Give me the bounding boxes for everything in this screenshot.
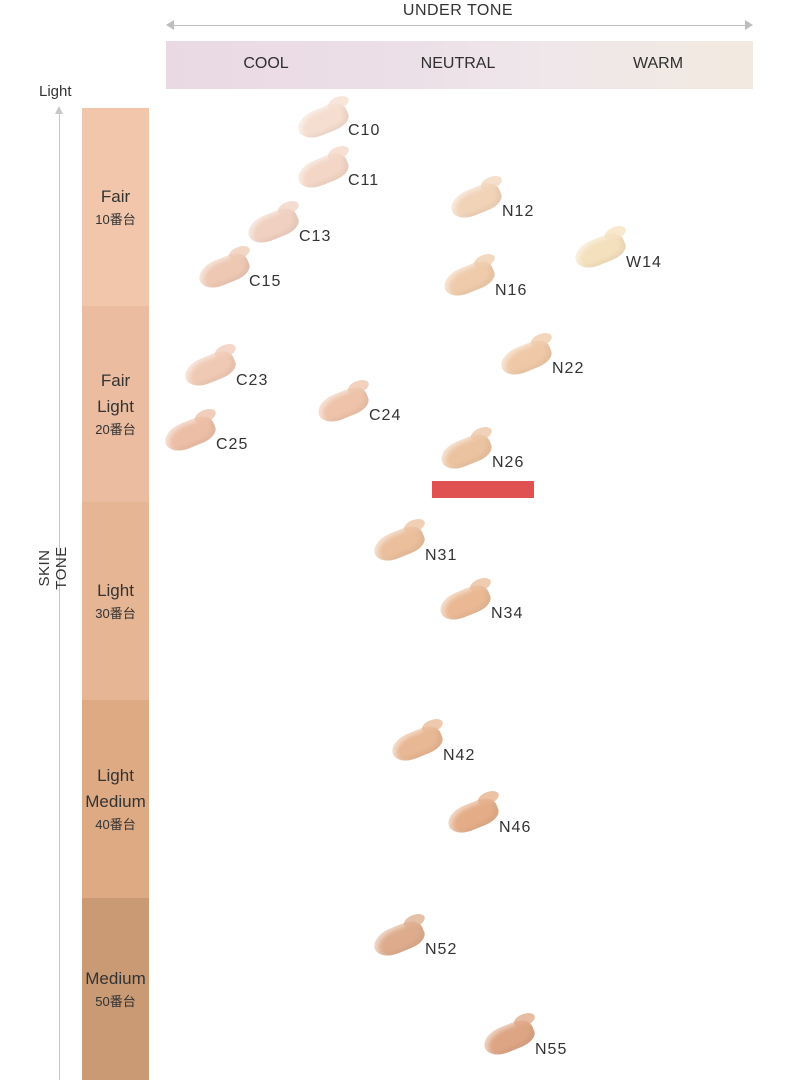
shade-swatch-n31[interactable] [370,522,429,566]
tone-level-fair-light: Fair Light 20番台 [82,306,149,502]
shade-smear [181,347,239,391]
band-label-cool: COOL [243,55,289,72]
shade-swatch-c15[interactable] [195,249,254,293]
tone-level-series: 40番台 [95,817,136,832]
tone-level-light: Light 30番台 [82,502,149,700]
highlight-marker [432,481,534,498]
tone-level-name: Fair [100,371,131,390]
shade-swatch-n34[interactable] [436,581,495,625]
tone-level-series: 10番台 [95,212,136,227]
shade-swatch-n55[interactable] [480,1016,539,1060]
shade-code: C11 [348,172,380,189]
shade-smear [480,1016,538,1060]
shade-code: C10 [348,122,381,139]
band-label-neutral: NEUTRAL [420,55,496,72]
left-arrow-icon [166,20,174,30]
shade-code: N34 [491,605,524,622]
shade-smear [447,179,505,223]
skin-tone-axis-line [59,112,60,1080]
tone-level-name: Light [97,581,134,600]
under-tone-band [166,41,753,89]
shade-swatch-c24[interactable] [314,383,373,427]
tone-level-name: Fair [100,187,131,206]
shade-swatch-c23[interactable] [181,347,240,391]
shade-code: N22 [552,360,585,377]
shade-code: C23 [236,372,269,389]
shade-code: C24 [369,407,402,424]
shade-smear [388,722,446,766]
tone-level-name-line2: Medium [85,792,146,811]
tone-level-series: 20番台 [95,422,136,437]
shade-smear [294,149,352,193]
shade-smear [497,336,555,380]
shade-swatch-c11[interactable] [294,149,353,193]
shade-swatch-n16[interactable] [440,257,499,301]
shade-code: C15 [249,273,282,290]
shade-smear [195,249,253,293]
tone-level-series: 50番台 [95,994,136,1009]
shade-code: N52 [425,941,458,958]
shade-smear [436,581,494,625]
shade-smear [437,430,495,474]
shade-swatch-n52[interactable] [370,917,429,961]
shade-swatch-c25[interactable] [161,412,220,456]
shade-code: C25 [216,436,249,453]
shade-swatch-n26[interactable] [437,430,496,474]
shade-swatch-n46[interactable] [444,794,503,838]
tone-level-series: 30番台 [95,606,136,621]
shade-swatch-w14[interactable] [571,229,630,273]
shade-swatch-c10[interactable] [294,99,353,143]
shade-smear [294,99,352,143]
shade-code: N42 [443,747,476,764]
up-arrow-icon [55,106,63,114]
under-tone-axis-line [168,25,750,26]
shade-code: C13 [299,228,332,245]
shade-code: N46 [499,819,532,836]
tone-level-name: Light [97,766,134,785]
shade-smear [161,412,219,456]
shade-smear [440,257,498,301]
tone-level-fair: Fair 10番台 [82,108,149,306]
shade-smear [370,917,428,961]
light-axis-label: Light [39,83,72,100]
shade-smear [244,204,302,248]
under-tone-title: UNDER TONE [402,2,514,19]
skin-tone-axis-label: SKIN TONE [36,546,70,590]
shade-smear [370,522,428,566]
tone-level-light-medium: Light Medium 40番台 [82,700,149,898]
band-label-warm: WARM [632,55,684,72]
tone-level-name: Medium [85,969,146,988]
shade-swatch-n22[interactable] [497,336,556,380]
right-arrow-icon [745,20,753,30]
shade-smear [444,794,502,838]
shade-code: N16 [495,282,528,299]
tone-level-medium: Medium 50番台 [82,898,149,1080]
shade-code: N26 [492,454,525,471]
shade-code: W14 [626,254,662,271]
shade-code: N55 [535,1041,568,1058]
shade-swatch-n42[interactable] [388,722,447,766]
shade-swatch-n12[interactable] [447,179,506,223]
shade-smear [571,229,629,273]
shade-smear [314,383,372,427]
shade-code: N12 [502,203,535,220]
shade-code: N31 [425,547,458,564]
tone-level-name-line2: Light [97,397,134,416]
shade-swatch-c13[interactable] [244,204,303,248]
